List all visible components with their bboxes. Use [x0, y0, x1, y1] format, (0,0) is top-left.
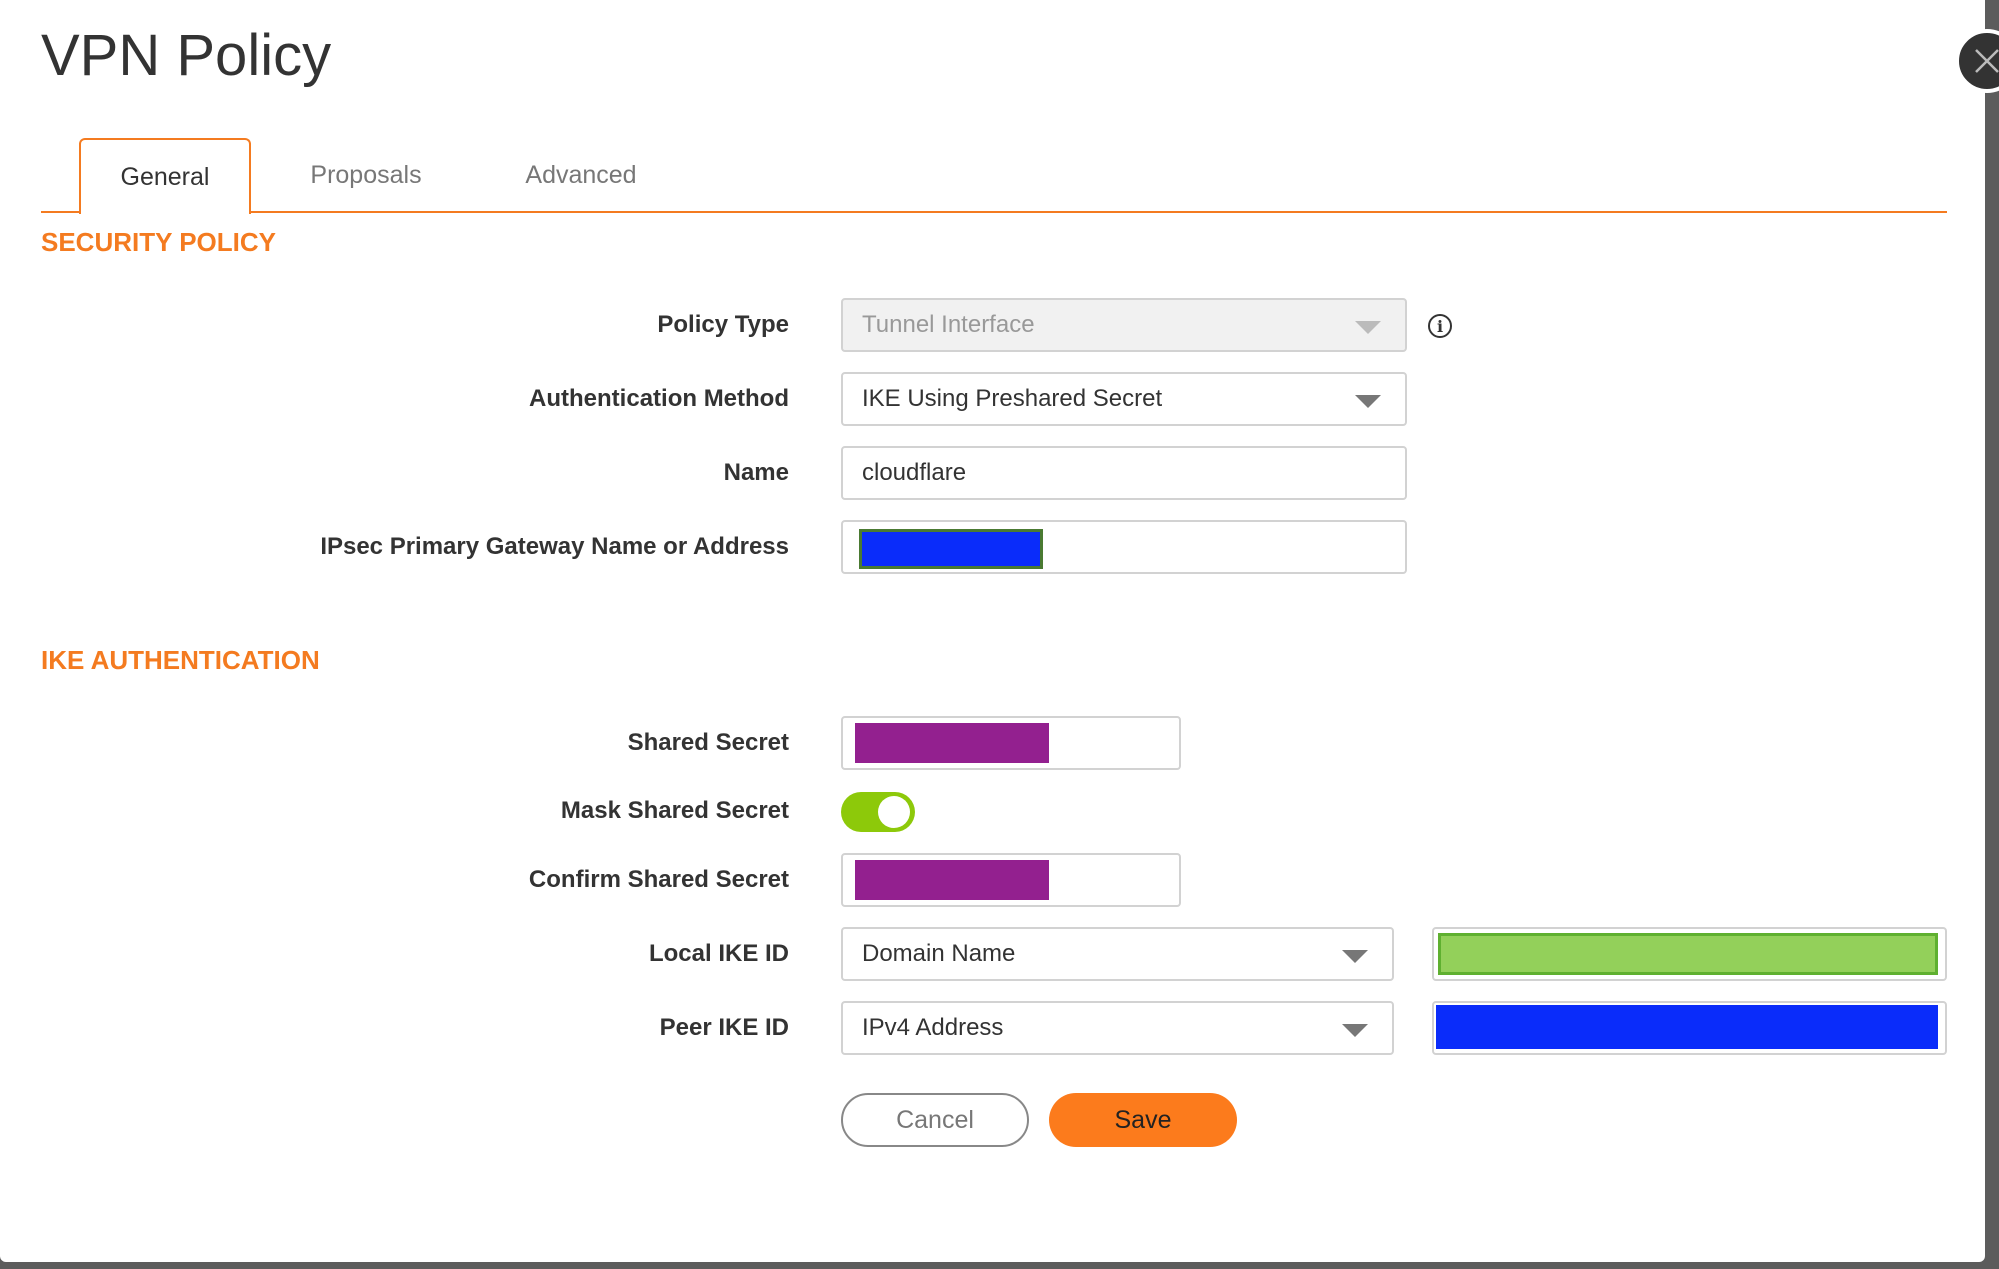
- tab-proposals[interactable]: Proposals: [310, 161, 422, 189]
- redacted-confirm-secret: [855, 860, 1049, 900]
- chevron-down-icon: [1355, 395, 1381, 408]
- auth-method-value: IKE Using Preshared Secret: [862, 385, 1163, 412]
- gateway-label: IPsec Primary Gateway Name or Address: [320, 533, 789, 560]
- peer-ike-id-type: IPv4 Address: [862, 1014, 1004, 1041]
- local-ike-id-type: Domain Name: [862, 940, 1016, 967]
- chevron-down-icon: [1342, 950, 1368, 963]
- confirm-shared-secret-input[interactable]: [841, 853, 1181, 907]
- redacted-gateway: [859, 529, 1043, 569]
- local-ike-id-select[interactable]: Domain Name: [841, 927, 1394, 981]
- chevron-down-icon: [1342, 1024, 1368, 1037]
- policy-type-label: Policy Type: [657, 311, 789, 338]
- shared-secret-input[interactable]: [841, 716, 1181, 770]
- auth-method-label: Authentication Method: [529, 385, 789, 412]
- local-ike-id-input[interactable]: [1432, 927, 1947, 981]
- save-button[interactable]: Save: [1049, 1093, 1237, 1147]
- toggle-knob: [878, 796, 910, 828]
- policy-type-value: Tunnel Interface: [862, 311, 1035, 338]
- section-ike-authentication: IKE AUTHENTICATION: [41, 645, 320, 675]
- name-input[interactable]: cloudflare: [841, 446, 1407, 500]
- redacted-peer-ike-id: [1436, 1005, 1938, 1049]
- gateway-input[interactable]: [841, 520, 1407, 574]
- tab-divider: [41, 211, 1947, 213]
- auth-method-select[interactable]: IKE Using Preshared Secret: [841, 372, 1407, 426]
- section-security-policy: SECURITY POLICY: [41, 227, 277, 257]
- name-label: Name: [723, 459, 789, 486]
- mask-shared-secret-toggle[interactable]: [841, 792, 915, 832]
- policy-type-select[interactable]: Tunnel Interface: [841, 298, 1407, 352]
- info-icon[interactable]: i: [1428, 314, 1452, 338]
- shared-secret-label: Shared Secret: [627, 729, 789, 756]
- cancel-button[interactable]: Cancel: [841, 1093, 1029, 1147]
- name-value: cloudflare: [862, 459, 967, 486]
- local-ike-id-label: Local IKE ID: [648, 940, 789, 967]
- redacted-local-ike-id: [1438, 933, 1938, 975]
- peer-ike-id-label: Peer IKE ID: [659, 1014, 789, 1041]
- redacted-shared-secret: [855, 723, 1049, 763]
- peer-ike-id-select[interactable]: IPv4 Address: [841, 1001, 1394, 1055]
- chevron-down-icon: [1355, 321, 1381, 334]
- dialog-title: VPN Policy: [41, 23, 332, 88]
- mask-shared-secret-label: Mask Shared Secret: [560, 797, 789, 824]
- peer-ike-id-input[interactable]: [1432, 1001, 1947, 1055]
- tab-advanced[interactable]: Advanced: [525, 161, 637, 189]
- close-button[interactable]: [1955, 29, 1999, 93]
- close-icon: [1975, 49, 1999, 73]
- tab-general[interactable]: General: [79, 138, 251, 214]
- confirm-shared-secret-label: Confirm Shared Secret: [528, 866, 789, 893]
